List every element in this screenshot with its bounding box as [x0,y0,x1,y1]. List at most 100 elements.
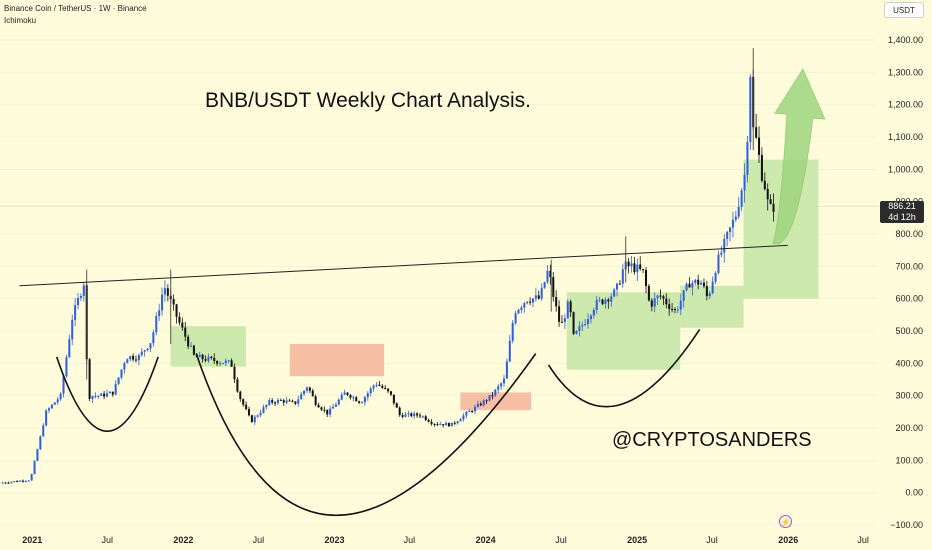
symbol-title[interactable]: Binance Coin / TetherUS · 1W · Binance [4,4,147,13]
candle-body [401,415,404,417]
horizontal-grid [0,39,880,526]
x-tick-label: Jul [706,535,718,545]
indicator-label[interactable]: Ichimoku [4,16,37,25]
candle-body [271,400,274,403]
candle-body [19,480,22,482]
candle-body [375,384,378,386]
candle-body [329,408,332,415]
candle-body [297,399,300,404]
candle-body [410,413,413,417]
candle-body [349,395,352,398]
candle-body [679,300,682,310]
candle-body [256,415,259,417]
target-arrow-shape [772,68,826,245]
candle-body [175,304,178,317]
candle-body [27,480,30,482]
y-tick-label: 1,300.00 [888,67,923,77]
y-tick-label: 600.00 [895,294,923,304]
candle-body [340,394,343,400]
candle-body [708,293,711,297]
candle-body [633,263,636,273]
candle-body [111,391,114,395]
candle-body [404,414,407,417]
lightning-icon[interactable]: ⚡ [779,515,792,528]
candle-body [323,409,326,411]
candle-body [68,339,71,358]
candle-body [531,298,535,303]
candle-body [746,141,749,175]
candle-body [668,304,671,310]
candle-body [7,482,10,484]
candle-body [274,402,277,404]
candle-body [378,384,381,386]
candle-body [320,407,323,410]
candle-body [317,404,320,408]
last-price-value: 886.21 [888,201,916,211]
x-tick-label: 2023 [324,535,344,545]
candle-body [207,356,210,361]
candle-body [671,309,674,311]
candle-body [413,413,416,417]
candle-body [758,137,761,155]
candle-body [190,345,193,347]
candle-body [204,359,207,361]
candle-body [613,289,616,297]
y-tick-label: 800.00 [895,229,923,239]
candle-body [453,422,456,424]
x-tick-label: Jul [857,535,869,545]
candle-body [343,392,346,395]
candle-body [456,421,459,424]
x-tick-label: Jul [253,535,265,545]
candle-body [560,321,563,323]
time-axis[interactable]: 2021 Jul 2022 Jul 2023 Jul 2024 Jul 2025 Jul 2026 J… [22,535,869,545]
candle-body [627,261,630,267]
candle-body [201,354,204,360]
candle-body [276,399,279,404]
candle-body [285,400,288,403]
candle-body [392,394,395,404]
candle-body [105,393,109,397]
candle-body [291,400,294,402]
candle-body [311,390,314,397]
candle-body [685,283,688,291]
candle-body [97,395,100,397]
candle-body [647,286,650,301]
x-tick-label: Jul [555,535,567,545]
candle-body [79,295,82,299]
candle-body [543,282,546,288]
candle-body [418,415,421,417]
candle-body [129,356,132,360]
candle-body [621,269,624,284]
candle-body [566,301,569,319]
y-tick-label: 1,000.00 [888,164,923,174]
candle-body [48,408,51,411]
candle-body [598,299,601,301]
x-tick-label: 2022 [173,535,193,545]
candle-body [755,127,758,138]
candle-body [558,306,561,322]
candle-body [10,481,13,483]
candle-body [726,232,729,239]
candle-body [230,360,233,367]
candle-body [424,416,427,421]
candle-body [526,301,529,304]
candle-body [575,330,578,334]
candle-body [502,378,506,384]
price-axis[interactable]: 1,400.00 1,300.00 1,200.00 1,100.00 1,000.00… [888,35,923,530]
candle-body [488,395,491,401]
cloud-bearish [289,343,385,377]
candle-body [213,357,216,362]
candle-body [262,407,265,413]
candle-body [161,294,164,311]
candle-body [772,203,775,212]
candle-body [650,300,653,307]
candlestick-series [1,48,775,484]
candle-body [485,400,488,402]
candle-body [21,480,24,482]
y-tick-label: 1,100.00 [888,132,923,142]
currency-selector[interactable]: USDT [884,2,924,18]
candle-body [407,413,410,415]
candle-body [187,336,190,347]
candle-body [653,298,656,307]
